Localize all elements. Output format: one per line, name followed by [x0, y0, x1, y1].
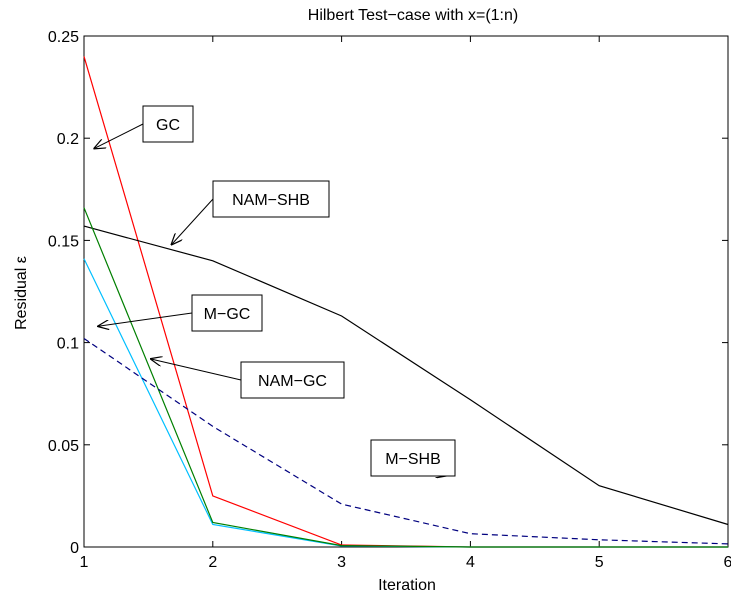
x-tick-label: 1	[80, 554, 89, 571]
annotation-arrow-nam-gc	[151, 359, 242, 381]
annotation-arrow-gc	[94, 123, 144, 148]
annotation-label-m-gc: M−GC	[204, 306, 251, 323]
annotation-box-gc	[142, 105, 194, 143]
y-tick-label: 0	[70, 540, 79, 557]
y-axis-label: Residual ε	[13, 256, 30, 330]
annotation-box-m-shb	[370, 439, 456, 477]
x-tick-label: 5	[595, 554, 604, 571]
x-tick-label: 6	[724, 554, 731, 571]
annotation-label-m-shb: M−SHB	[385, 451, 441, 468]
y-tick-label: 0.25	[48, 29, 79, 46]
annotation-box-nam-gc	[240, 361, 345, 399]
plot-area: 1 2 3 4 5 6 0 0.05 0.1 0.15 0.2 0.25 GC NAM−SHB M−GC NA…	[48, 29, 731, 571]
y-tick-label: 0.2	[57, 131, 79, 148]
annotation-label-gc: GC	[156, 117, 180, 134]
y-tick-label: 0.05	[48, 438, 79, 455]
annotation-box-m-gc	[191, 294, 263, 332]
series-line-nam-shb	[83, 225, 729, 526]
x-tick-label: 2	[208, 554, 217, 571]
chart-title: Hilbert Test−case with x=(1:n)	[308, 7, 518, 24]
y-tick-label: 0.15	[48, 233, 79, 250]
annotation-arrow-m-gc	[98, 312, 193, 326]
annotation-label-nam-gc: NAM−GC	[258, 373, 327, 390]
annotation-box-nam-shb	[212, 180, 330, 218]
y-tick-label: 0.1	[57, 336, 79, 353]
x-axis-label: Iteration	[378, 577, 436, 594]
x-tick-label: 3	[337, 554, 346, 571]
x-tick-label: 4	[466, 554, 475, 571]
series-line-m-shb	[83, 338, 729, 545]
series-line-nam-gc	[83, 207, 728, 548]
annotation-label-nam-shb: NAM−SHB	[232, 192, 310, 209]
annotation-arrow-nam-shb	[172, 198, 214, 244]
